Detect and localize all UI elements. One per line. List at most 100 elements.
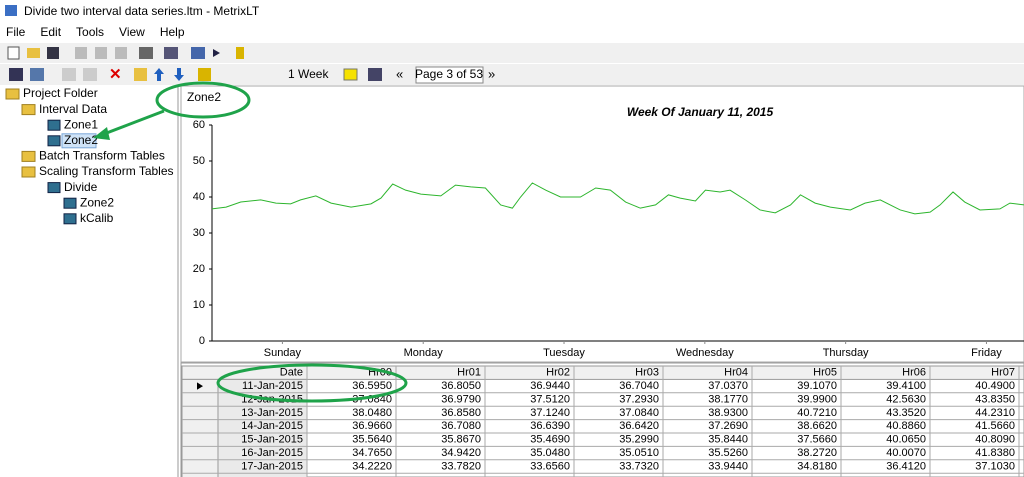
print-button[interactable] (139, 47, 153, 59)
value-cell[interactable]: 40.0070 (886, 447, 926, 459)
value-cell[interactable]: 41.5660 (975, 420, 1015, 432)
save-button[interactable] (47, 47, 59, 59)
menu-item[interactable]: File (6, 25, 26, 39)
value-cell[interactable]: 36.9790 (441, 393, 481, 405)
copy-button[interactable] (95, 47, 107, 59)
value-cell[interactable]: 38.1770 (708, 393, 748, 405)
tree-node[interactable]: Interval Data (39, 102, 107, 116)
value-cell[interactable]: 37.5660 (797, 434, 837, 446)
tree-node[interactable]: Zone1 (64, 117, 98, 131)
date-cell[interactable]: 17-Jan-2015 (241, 460, 303, 472)
date-cell[interactable]: 15-Jan-2015 (241, 434, 303, 446)
menu-item[interactable]: Tools (76, 25, 104, 39)
value-cell[interactable]: 35.0510 (619, 447, 659, 459)
run-button[interactable] (213, 49, 220, 57)
tree-node[interactable]: Project Folder (23, 86, 98, 100)
date-cell[interactable]: 16-Jan-2015 (241, 447, 303, 459)
value-cell[interactable]: 37.0840 (619, 407, 659, 419)
tool-button[interactable] (198, 68, 211, 81)
value-cell[interactable]: 35.5260 (708, 447, 748, 459)
value-cell[interactable]: 34.7650 (352, 447, 392, 459)
move-up-button[interactable] (154, 68, 164, 81)
value-cell[interactable]: 36.6420 (619, 420, 659, 432)
value-cell[interactable]: 44.2310 (975, 407, 1015, 419)
value-cell[interactable]: 36.4120 (886, 460, 926, 472)
value-cell[interactable]: 36.8050 (441, 380, 481, 392)
paste-button[interactable] (115, 47, 127, 59)
value-cell[interactable]: 39.4100 (886, 380, 926, 392)
value-cell[interactable]: 35.0480 (530, 447, 570, 459)
calendar-button[interactable] (368, 68, 382, 81)
value-cell[interactable]: 38.0480 (352, 407, 392, 419)
value-cell[interactable]: 37.1030 (975, 460, 1015, 472)
value-cell[interactable]: 37.2690 (708, 420, 748, 432)
move-button[interactable] (83, 68, 97, 81)
value-cell[interactable]: 34.8180 (797, 460, 837, 472)
tree-node[interactable]: Zone2 (80, 195, 114, 209)
export-button[interactable] (191, 47, 205, 59)
chart-button[interactable] (9, 68, 23, 81)
value-cell[interactable]: 39.9900 (797, 393, 837, 405)
value-cell[interactable]: 36.5950 (352, 380, 392, 392)
value-cell[interactable]: 36.9440 (530, 380, 570, 392)
value-cell[interactable]: 33.9440 (708, 460, 748, 472)
value-cell[interactable]: 36.7040 (619, 380, 659, 392)
grid-button[interactable] (30, 68, 44, 81)
value-cell[interactable]: 40.0650 (886, 434, 926, 446)
value-cell[interactable]: 42.5630 (886, 393, 926, 405)
value-cell[interactable]: 36.6390 (530, 420, 570, 432)
help-button[interactable] (236, 47, 244, 59)
value-cell[interactable]: 38.2720 (797, 447, 837, 459)
value-cell[interactable]: 38.9300 (708, 407, 748, 419)
value-cell[interactable]: 40.8860 (886, 420, 926, 432)
value-cell[interactable]: 37.5120 (530, 393, 570, 405)
value-cell[interactable]: 33.7320 (619, 460, 659, 472)
value-cell[interactable]: 41.8380 (975, 447, 1015, 459)
date-cell[interactable]: 11-Jan-2015 (242, 380, 303, 392)
value-cell[interactable]: 35.5640 (352, 434, 392, 446)
value-cell[interactable]: 35.8440 (708, 434, 748, 446)
add-button[interactable] (62, 68, 76, 81)
value-cell[interactable]: 35.8670 (441, 434, 481, 446)
tree-node[interactable]: Zone2 (64, 133, 98, 147)
value-cell[interactable]: 40.8090 (975, 434, 1015, 446)
value-cell[interactable]: 34.9420 (441, 447, 481, 459)
value-cell[interactable]: 37.0370 (708, 380, 748, 392)
value-cell[interactable]: 43.8350 (975, 393, 1015, 405)
value-cell[interactable]: 36.8580 (441, 407, 481, 419)
tree-node[interactable]: Batch Transform Tables (39, 149, 165, 163)
date-cell[interactable]: 13-Jan-2015 (241, 407, 303, 419)
menu-item[interactable]: Edit (40, 25, 61, 39)
up-folder-button[interactable] (134, 68, 147, 81)
value-cell[interactable]: 36.7080 (441, 420, 481, 432)
next-page-button[interactable]: » (488, 66, 495, 81)
value-cell[interactable]: 43.3520 (886, 407, 926, 419)
date-cell[interactable]: 14-Jan-2015 (241, 420, 303, 432)
value-cell[interactable]: 38.6620 (797, 420, 837, 432)
value-cell[interactable]: 33.6560 (530, 460, 570, 472)
value-cell[interactable]: 35.2990 (619, 434, 659, 446)
value-cell[interactable]: 35.4690 (530, 434, 570, 446)
new-button[interactable] (7, 46, 20, 60)
tree-button[interactable] (164, 47, 178, 59)
open-button[interactable] (27, 48, 40, 58)
value-cell[interactable]: 36.9660 (352, 420, 392, 432)
value-cell[interactable]: 37.1240 (530, 407, 570, 419)
note-button[interactable] (343, 68, 358, 81)
period-select[interactable]: 1 Week (288, 67, 329, 81)
value-cell[interactable]: 39.1070 (797, 380, 837, 392)
tree-node[interactable]: Divide (64, 180, 98, 194)
prev-page-button[interactable]: « (396, 66, 403, 81)
value-cell[interactable]: 40.7210 (797, 407, 837, 419)
move-down-button[interactable] (174, 68, 184, 81)
tree-node[interactable]: kCalib (80, 211, 114, 225)
menu-item[interactable]: View (119, 25, 145, 39)
menu-item[interactable]: Help (160, 25, 185, 39)
cut-button[interactable] (75, 47, 87, 59)
tree-node[interactable]: Scaling Transform Tables (39, 164, 174, 178)
delete-button[interactable]: ✕ (109, 66, 122, 83)
value-cell[interactable]: 37.2930 (619, 393, 659, 405)
value-cell[interactable]: 40.4900 (975, 380, 1015, 392)
value-cell[interactable]: 34.2220 (352, 460, 392, 472)
value-cell[interactable]: 33.7820 (441, 460, 481, 472)
